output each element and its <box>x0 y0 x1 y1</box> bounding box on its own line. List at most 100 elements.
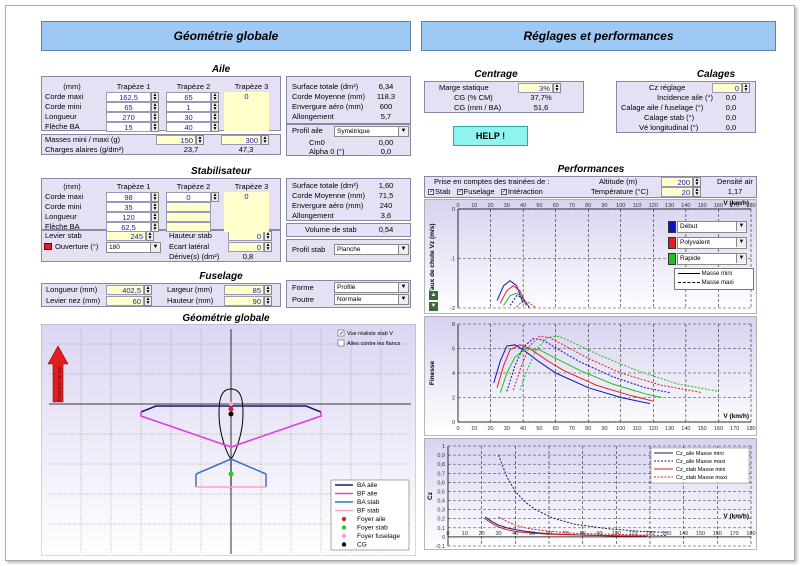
aile-trapeze2-input[interactable]: 65 <box>166 92 211 102</box>
scroll-down-button[interactable]: ▼ <box>429 302 438 311</box>
aile-trapeze1-input[interactable]: 270 <box>106 112 151 122</box>
x-tick-label: 20 <box>487 426 493 432</box>
hauteur-stab-spinner[interactable]: ▲ ▼ <box>264 231 272 241</box>
fuselage-largeur-spinner[interactable]: ▲ ▼ <box>264 285 272 295</box>
legend-dot <box>341 533 347 539</box>
levier-stab-spinner[interactable]: ▲ ▼ <box>146 231 154 241</box>
stab-trapeze3-input[interactable] <box>224 202 269 212</box>
help-button[interactable]: HELP ! <box>453 126 528 146</box>
fuselage-longueur-spinner[interactable]: ▲ ▼ <box>144 285 152 295</box>
stab-trapeze1-spinner[interactable]: ▲ ▼ <box>151 212 159 222</box>
aile-stat-value: 6,34 <box>378 82 394 91</box>
stab-trapeze3-input[interactable] <box>224 212 269 222</box>
profil-aile-dropdown[interactable]: Symétrique ▼ <box>334 126 409 137</box>
aile-trapeze3-input[interactable] <box>224 122 269 132</box>
stab-trapeze2-input[interactable] <box>166 212 211 222</box>
ecart-lateral-spinner[interactable]: ▲ ▼ <box>264 242 272 252</box>
levier-nez-spinner[interactable]: ▲ ▼ <box>144 296 152 306</box>
x-tick-label: 130 <box>662 531 671 537</box>
poutre-dropdown[interactable]: Normale ▼ <box>334 294 409 305</box>
aile-trapeze1-input[interactable]: 65 <box>106 102 151 112</box>
perf-config-dropdown[interactable]: Polyvalent ▼ <box>677 237 747 249</box>
altitude-input[interactable]: 200 <box>661 177 693 187</box>
volume-stab-value: 0,54 <box>378 225 394 234</box>
aile-trapeze1-input[interactable]: 15 <box>106 122 151 132</box>
stab-trapeze1-input[interactable]: 35 <box>106 202 151 212</box>
fuselage-trainee-checkbox[interactable]: ✓Fuselage <box>456 187 495 196</box>
temperature-spinner[interactable]: ▲ ▼ <box>693 187 701 197</box>
aile-trapeze1-spinner[interactable]: ▲ ▼ <box>151 122 159 132</box>
x-tick-label: 10 <box>471 426 477 432</box>
chevron-down-icon: ▼ <box>150 243 160 252</box>
geometry-drawing: Direction de vol ✓ Vue réaliste stab V A… <box>41 324 416 556</box>
masse-maxi-input[interactable]: 300 <box>221 135 261 145</box>
aile-trapeze1-input[interactable]: 162,5 <box>106 92 151 102</box>
fuselage-hauteur-label: Hauteur (mm) <box>167 296 214 305</box>
legend-label: Foyer fuselage <box>357 533 400 540</box>
chevron-down-icon: ▼ <box>398 245 408 254</box>
levier-nez-input[interactable]: 60 <box>106 296 144 306</box>
vue-realiste-checkbox[interactable]: ✓ Vue réaliste stab V <box>337 329 393 337</box>
fuselage-largeur-input[interactable]: 85 <box>224 285 264 295</box>
aile-trapeze2-spinner[interactable]: ▲ ▼ <box>211 122 219 132</box>
ecart-lateral-input[interactable]: 0 <box>228 242 264 252</box>
stab-trapeze1-input[interactable]: 120 <box>106 212 151 222</box>
masse-mini-spinner[interactable]: ▲ ▼ <box>196 135 204 145</box>
stab-trapeze3-input[interactable]: 0 <box>224 192 269 202</box>
aile-trapeze2-spinner[interactable]: ▲ ▼ <box>211 112 219 122</box>
aile-trapeze2-spinner[interactable]: ▲ ▼ <box>211 102 219 112</box>
stab-trapeze2-input[interactable] <box>166 222 211 232</box>
stab-trainee-checkbox[interactable]: ✓Stab <box>428 187 451 196</box>
masse-maxi-spinner[interactable]: ▲ ▼ <box>261 135 269 145</box>
x-tick-label: 70 <box>569 426 575 432</box>
cm0-value: 0,00 <box>378 138 394 147</box>
profil-aile-label: Profil aile <box>292 126 323 135</box>
interaction-trainee-checkbox[interactable]: ✓Intéraction <box>500 187 543 196</box>
aile-trapeze3-input[interactable] <box>224 102 269 112</box>
x-tick-label: 90 <box>601 203 607 209</box>
y-tick-label: 0 <box>442 535 445 541</box>
hauteur-stab-input[interactable]: 0 <box>228 231 264 241</box>
fuselage-hauteur-input[interactable]: 90 <box>224 296 264 306</box>
stab-trainee-label: Stab <box>435 187 451 196</box>
marge-statique-spinner[interactable]: ▲ ▼ <box>553 83 561 93</box>
forme-dropdown[interactable]: Profilé ▼ <box>334 282 409 293</box>
legend-label: BF aile <box>357 491 378 498</box>
stab-trapeze2-input[interactable] <box>166 202 211 212</box>
series-line <box>499 285 527 306</box>
aile-trapeze3-input[interactable] <box>224 112 269 122</box>
perf-config-dropdown[interactable]: Début ▼ <box>677 221 747 233</box>
fuselage-hauteur-spinner[interactable]: ▲ ▼ <box>264 296 272 306</box>
aile-trapeze1-spinner[interactable]: ▲ ▼ <box>151 102 159 112</box>
marge-statique-input[interactable]: 3% <box>518 83 553 93</box>
stab-trapeze1-input[interactable]: 62,5 <box>106 222 151 232</box>
cz-reglage-input[interactable]: 0 <box>712 83 742 93</box>
perf-config-dropdown[interactable]: Rapide ▼ <box>677 253 747 265</box>
stab-trapeze1-input[interactable]: 98 <box>106 192 151 202</box>
aile-trapeze1-spinner[interactable]: ▲ ▼ <box>151 92 159 102</box>
ouverture-dropdown[interactable]: 180 ▼ <box>106 242 161 253</box>
scroll-up-button[interactable]: ▲ <box>429 291 438 300</box>
x-tick-label: 140 <box>681 203 690 209</box>
stab-trapeze1-spinner[interactable]: ▲ ▼ <box>151 202 159 212</box>
aile-trapeze2-spinner[interactable]: ▲ ▼ <box>211 92 219 102</box>
aile-trapeze3-input[interactable]: 0 <box>224 92 269 102</box>
stab-trapeze3-input[interactable] <box>224 222 269 232</box>
stab-trapeze2-input[interactable]: 0 <box>166 192 211 202</box>
aile-trapeze2-input[interactable]: 40 <box>166 122 211 132</box>
stab-trapeze1-spinner[interactable]: ▲ ▼ <box>151 192 159 202</box>
charges-label: Charges alaires (g/dm²) <box>45 145 124 154</box>
cz-reglage-spinner[interactable]: ▲ ▼ <box>742 83 750 93</box>
fuselage-longueur-input[interactable]: 402,5 <box>106 285 144 295</box>
profil-stab-dropdown[interactable]: Planche ▼ <box>334 244 409 255</box>
masse-mini-input[interactable]: 150 <box>156 135 196 145</box>
stab-trapeze2-spinner[interactable]: ▲ ▼ <box>211 192 219 202</box>
stab-trapeze1-spinner[interactable]: ▲ ▼ <box>151 222 159 232</box>
aile-trapeze1-spinner[interactable]: ▲ ▼ <box>151 112 159 122</box>
aile-trapeze2-input[interactable]: 1 <box>166 102 211 112</box>
ailes-flancs-checkbox[interactable]: Ailes contre les flancs <box>337 339 400 347</box>
cg-cm-value: 37,7% <box>530 93 552 102</box>
temperature-input[interactable]: 20 <box>661 187 693 197</box>
aile-trapeze2-input[interactable]: 30 <box>166 112 211 122</box>
altitude-spinner[interactable]: ▲ ▼ <box>693 177 701 187</box>
